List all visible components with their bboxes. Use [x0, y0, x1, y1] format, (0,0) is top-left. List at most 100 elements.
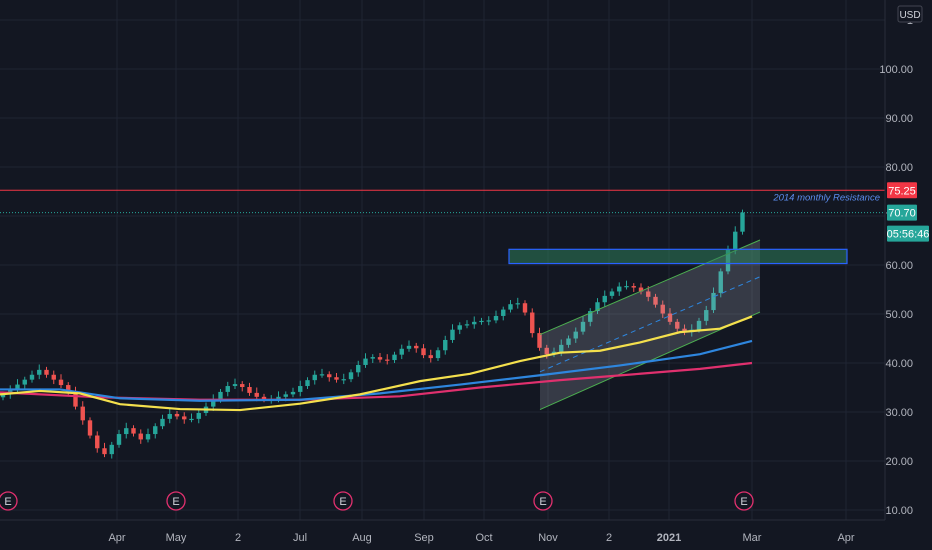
countdown-text: 05:56:46 [887, 229, 930, 241]
candle-body [160, 418, 165, 427]
candle-body [341, 379, 346, 381]
candle-body [501, 309, 506, 316]
candle-body [66, 385, 71, 391]
x-tick-label: 2 [235, 532, 241, 544]
candle-body [617, 286, 622, 292]
y-tick-label: 60.00 [885, 260, 913, 272]
candle-body [182, 416, 187, 420]
candle-body [602, 295, 607, 303]
resistance-zone-box[interactable] [508, 248, 848, 265]
candle-body [58, 379, 64, 386]
candle-body [37, 369, 42, 375]
candle-body [559, 344, 564, 352]
earnings-marker-label: E [740, 496, 747, 508]
candle-body [167, 413, 172, 419]
x-tick-label: Jul [293, 532, 307, 544]
candle-body [0, 394, 6, 398]
x-tick-label: Sep [414, 532, 434, 544]
y-tick-label: 20.00 [885, 456, 913, 468]
candle-body [457, 325, 462, 330]
candle-body [414, 345, 419, 349]
candle-body [22, 379, 27, 385]
countdown-box [887, 225, 929, 242]
candle-body [29, 374, 35, 380]
candle-body [356, 364, 361, 373]
candle-body [609, 291, 615, 296]
x-tick-label: Oct [475, 532, 492, 544]
candle-body [247, 387, 252, 393]
candle-body [138, 433, 143, 440]
candle-body [544, 347, 549, 355]
y-tick-label: 50.00 [885, 309, 913, 321]
y-tick-label: 10.00 [885, 505, 913, 517]
candle-body [733, 231, 738, 250]
candle-body [211, 399, 216, 407]
candle-body [704, 310, 709, 321]
candle-body [312, 374, 317, 381]
candle-body [87, 420, 93, 436]
candle-body [711, 292, 716, 311]
candle-body [51, 374, 56, 380]
candle-body [73, 390, 78, 407]
candle-body [428, 355, 433, 359]
resistance-annotation: 2014 monthly Resistance [772, 193, 880, 204]
candle-body [515, 303, 520, 305]
candle-body [327, 374, 332, 378]
currency-badge-text: USD [899, 10, 920, 21]
candle-body [174, 413, 180, 417]
candle-body [595, 302, 600, 312]
earnings-marker[interactable] [333, 491, 353, 511]
candle-body [399, 348, 404, 355]
x-tick-label: Aug [352, 532, 372, 544]
candle-body [530, 312, 535, 334]
currency-badge[interactable] [897, 5, 923, 23]
candle-body [240, 384, 245, 388]
earnings-marker[interactable] [533, 491, 553, 511]
candle-body [508, 304, 513, 310]
candle-body [334, 377, 339, 380]
candle-body [218, 391, 223, 400]
x-tick-label: May [166, 532, 187, 544]
x-tick-label: Mar [743, 532, 762, 544]
earnings-marker[interactable] [166, 491, 186, 511]
candle-body [486, 320, 491, 322]
candle-body [131, 428, 136, 434]
moving-average-line[interactable] [0, 315, 753, 412]
candle-body [102, 448, 107, 455]
y-tick-label: 40.00 [885, 358, 913, 370]
candle-body [254, 392, 259, 397]
earnings-marker[interactable] [0, 491, 18, 511]
candle-body [573, 331, 578, 339]
candle-body [537, 333, 542, 348]
candle-body [682, 328, 687, 333]
moving-average-line[interactable] [0, 339, 753, 402]
x-tick-label: Nov [538, 532, 558, 544]
earnings-marker-label: E [172, 496, 179, 508]
earnings-marker-label: E [4, 496, 11, 508]
candle-body [124, 428, 129, 435]
candle-body [493, 315, 499, 321]
channel-mid-line[interactable] [539, 276, 761, 373]
candle-body [421, 348, 426, 356]
candle-body [406, 345, 412, 349]
x-tick-label: 2021 [657, 532, 681, 544]
candle-body [145, 434, 151, 440]
last-price-label-box [887, 204, 917, 221]
candle-body [109, 444, 114, 455]
candle-body [464, 324, 470, 326]
x-tick-label: Apr [108, 532, 125, 544]
candle-body [283, 394, 288, 397]
x-tick-label: 2 [606, 532, 612, 544]
candle-body [276, 396, 281, 400]
candle-body [646, 291, 651, 297]
candle-body [740, 212, 745, 232]
candle-body [522, 303, 528, 313]
candle-body [580, 321, 586, 332]
candle-body [348, 372, 354, 380]
candle-body [443, 339, 448, 351]
candle-body [225, 386, 230, 392]
earnings-marker[interactable] [734, 491, 754, 511]
candle-body [305, 380, 310, 387]
